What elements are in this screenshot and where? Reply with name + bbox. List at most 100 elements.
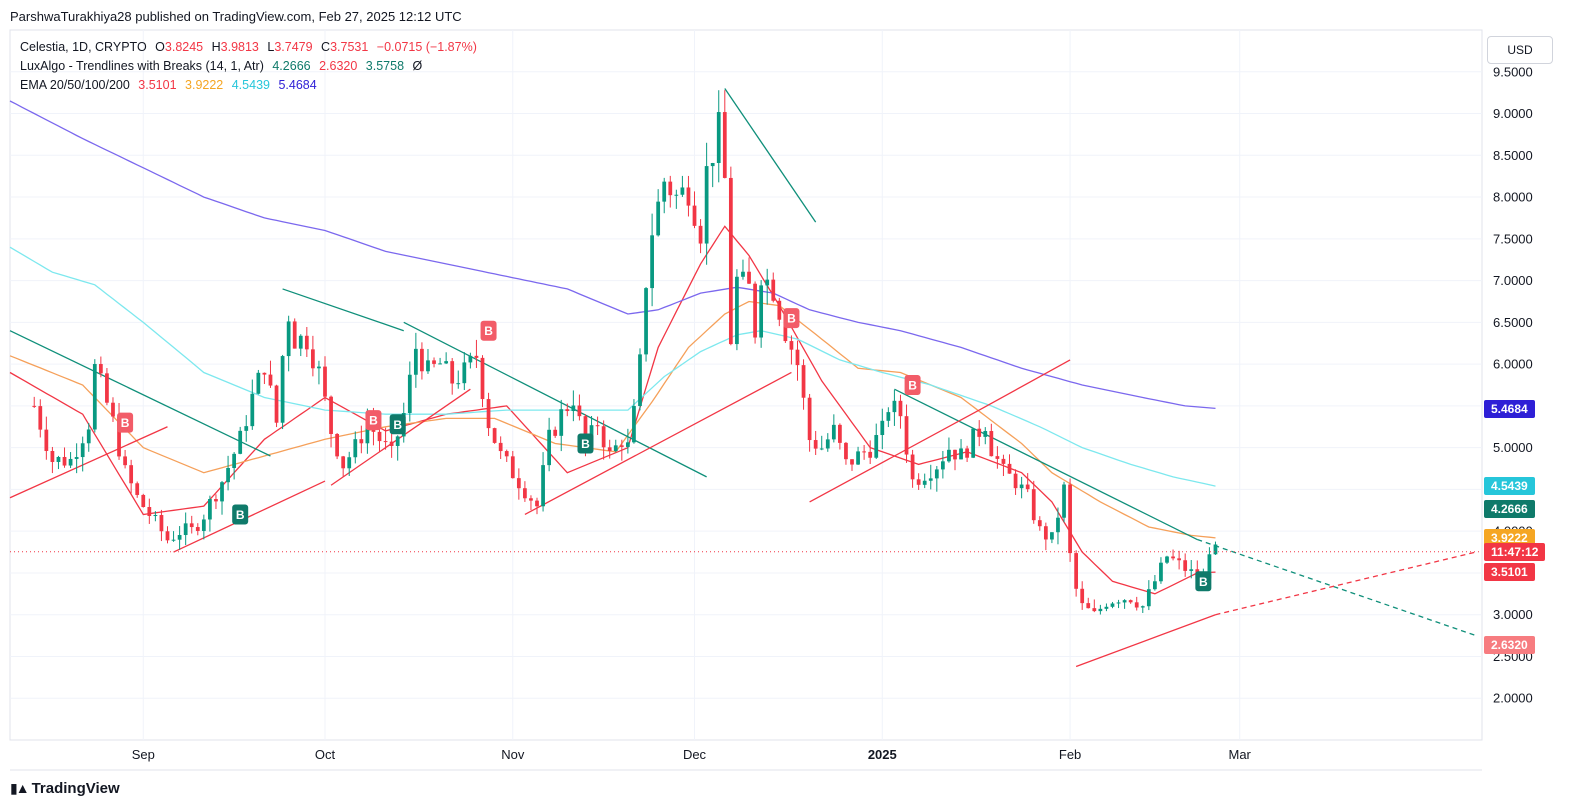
candle-down: [686, 175, 691, 217]
candle-body: [1007, 463, 1012, 474]
currency-button[interactable]: USD: [1487, 36, 1553, 64]
candle-body: [856, 451, 860, 465]
candle-up: [856, 446, 860, 465]
candle-down: [123, 449, 127, 469]
candle-body: [1025, 484, 1030, 490]
candle-body: [595, 425, 600, 427]
candle-down: [910, 449, 915, 488]
candle-down: [1092, 599, 1097, 613]
candle-body: [341, 456, 346, 469]
symbol-legend[interactable]: Celestia, 1D, CRYPTO O3.8245 H3.9813 L3.…: [20, 40, 482, 54]
candle-up: [947, 437, 951, 463]
candle-up: [704, 142, 709, 265]
ema50-line: [9, 300, 1216, 539]
indicator2-name: EMA 20/50/100/200: [20, 78, 130, 92]
candle-body: [1177, 558, 1181, 561]
sell-break-label: B: [783, 308, 800, 329]
candle-body: [232, 453, 237, 469]
candle-up: [759, 280, 764, 348]
uptrend-line: [173, 480, 326, 553]
tradingview-logo[interactable]: ▮▲ TradingView: [10, 780, 120, 797]
buy-break-label: B: [1195, 571, 1212, 592]
candle-down: [474, 339, 479, 369]
candle-down: [1086, 597, 1091, 609]
candle-body: [807, 397, 812, 441]
break-label-text: B: [908, 379, 917, 393]
candle-body: [838, 424, 842, 443]
candle-body: [135, 483, 140, 495]
indicator1-value-3: 3.5758: [365, 59, 405, 73]
candle-down: [1007, 454, 1012, 474]
candle-body: [765, 279, 770, 286]
break-label-box: [783, 308, 800, 329]
candle-up: [407, 361, 412, 422]
candle-body: [759, 285, 764, 338]
indicator1-value-1: 4.2666: [272, 59, 311, 73]
candle-down: [335, 432, 339, 460]
break-label-box: [1195, 571, 1212, 592]
buy-break-label: B: [389, 414, 406, 435]
candle-body: [928, 478, 933, 481]
candle-down: [916, 473, 921, 490]
candle-body: [1207, 554, 1212, 579]
candle-body: [141, 494, 146, 508]
chart-grid: [9, 29, 1483, 771]
candle-down: [1025, 473, 1030, 493]
candles: [32, 90, 1218, 615]
candle-body: [153, 515, 158, 517]
downtrend-line: [894, 388, 1198, 541]
candle-body: [462, 362, 467, 384]
candle-body: [1043, 526, 1048, 540]
candle-body: [625, 442, 630, 447]
candle-down: [668, 175, 673, 208]
candle-down: [953, 449, 957, 471]
candle-body: [747, 271, 751, 284]
candle-up: [177, 526, 182, 550]
candle-body: [1146, 589, 1151, 607]
candle-down: [111, 397, 115, 422]
open-value: 3.8245: [164, 40, 204, 54]
price-tick-label: 3.0000: [1493, 607, 1533, 622]
downtrend-line: [403, 321, 707, 478]
candle-body: [1074, 553, 1079, 589]
candle-body: [577, 405, 582, 417]
candle-down: [1177, 550, 1181, 570]
luxalgo-legend[interactable]: LuxAlgo - Trendlines with Breaks (14, 1,…: [20, 59, 427, 73]
candle-body: [1092, 608, 1097, 612]
plot-frame: [9, 29, 1483, 741]
candle-body: [111, 402, 115, 417]
candle-down: [389, 432, 394, 458]
candle-up: [934, 466, 939, 492]
candle-down: [274, 384, 279, 428]
high-label: H: [211, 40, 221, 54]
candle-body: [1086, 603, 1091, 609]
candle-body: [844, 442, 848, 460]
candle-down: [529, 495, 533, 511]
candle-body: [1080, 588, 1085, 604]
time-tick-label: Oct: [315, 747, 336, 762]
downtrend-line: [282, 288, 404, 332]
candle-body: [444, 361, 449, 364]
time-axis[interactable]: Sep Oct Nov Dec 2025 Feb Mar: [132, 747, 1252, 762]
candle-down: [50, 446, 55, 474]
price-axis[interactable]: 2.00002.50003.00003.50004.00004.50005.00…: [1493, 64, 1533, 705]
ema-legend[interactable]: EMA 20/50/100/200 3.5101 3.9222 4.5439 5…: [20, 78, 322, 92]
candle-up: [632, 399, 636, 444]
candle-up: [880, 408, 885, 450]
candle-body: [1128, 600, 1133, 603]
candle-body: [395, 436, 400, 446]
candle-up: [1165, 555, 1169, 565]
candle-body: [183, 523, 188, 536]
sell-break-label: B: [117, 412, 134, 433]
ema200-tag: 5.4684: [1484, 399, 1535, 418]
candle-body: [607, 447, 612, 452]
candle-up: [280, 354, 285, 430]
candle-down: [516, 468, 521, 500]
candle-body: [44, 429, 49, 451]
sell-break-label: B: [365, 410, 382, 431]
break-label-text: B: [581, 437, 590, 451]
candle-up: [1062, 481, 1066, 523]
break-labels: B B B B B B B B B: [117, 308, 1212, 592]
candle-body: [268, 374, 273, 386]
